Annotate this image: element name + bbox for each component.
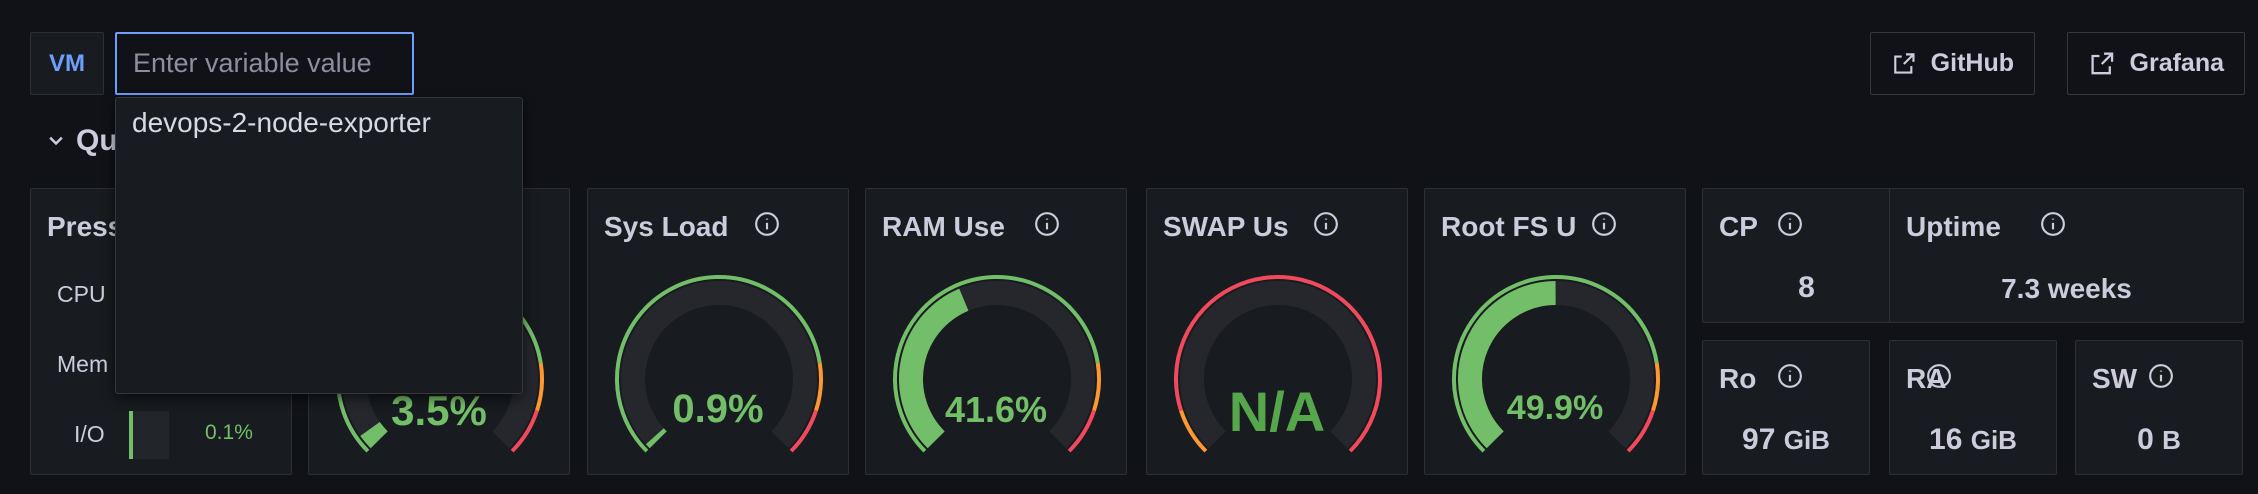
variable-label: VM bbox=[30, 32, 104, 95]
ram-total-value: 16 GiB bbox=[1890, 423, 2056, 457]
variable-dropdown: devops-2-node-exporter bbox=[115, 97, 523, 394]
uptime-panel: Uptime 7.3 weeks bbox=[1889, 188, 2244, 323]
sys-load-gauge bbox=[615, 275, 823, 453]
root-fs-total-panel: Ro 97 GiB bbox=[1702, 340, 1870, 475]
gauge-threshold-red bbox=[789, 409, 818, 453]
gauge-value-arc bbox=[1458, 281, 1556, 449]
value-number: 97 bbox=[1742, 423, 1776, 456]
panel-title: SW bbox=[2092, 363, 2138, 394]
panel-title: Ro bbox=[1719, 363, 1757, 394]
gauge-value-arc bbox=[360, 421, 388, 449]
external-link-icon bbox=[1894, 52, 1915, 74]
external-link-icon bbox=[2091, 52, 2114, 74]
root-fs-panel: Root FS U 49.9% bbox=[1424, 188, 1686, 475]
swap-used-gauge bbox=[1174, 275, 1382, 453]
gauge-threshold-red bbox=[1626, 409, 1655, 453]
pressure-row-label: CPU bbox=[57, 281, 106, 307]
panel-title: Sys Load bbox=[604, 211, 729, 242]
info-icon[interactable] bbox=[1591, 211, 1617, 237]
gauge-threshold-green bbox=[893, 275, 1100, 453]
cpu-cores-panel: CP 8 bbox=[1702, 188, 1911, 323]
sys-load-panel: Sys Load 0.9% bbox=[587, 188, 849, 475]
grafana-link-button[interactable]: Grafana bbox=[2067, 32, 2245, 95]
ram-used-panel: RAM Use 41.6% bbox=[865, 188, 1127, 475]
github-link-button[interactable]: GitHub bbox=[1870, 32, 2035, 95]
info-icon[interactable] bbox=[1926, 363, 1952, 389]
panel-title: CP bbox=[1719, 211, 1758, 242]
swap-total-value: 0 B bbox=[2076, 423, 2242, 457]
info-icon[interactable] bbox=[1313, 211, 1339, 237]
gauge-track bbox=[621, 281, 817, 449]
gauge-threshold-green bbox=[1452, 275, 1659, 453]
panel-title: Press bbox=[47, 211, 124, 242]
panel-title: Uptime bbox=[1906, 211, 2001, 242]
gauge-threshold-green bbox=[615, 275, 822, 453]
pressure-row-label: I/O bbox=[74, 421, 105, 447]
swap-used-panel: SWAP Us N/A bbox=[1146, 188, 1408, 475]
grafana-link-label: Grafana bbox=[2129, 49, 2224, 77]
chevron-down-icon bbox=[49, 136, 63, 146]
value-unit: B bbox=[2162, 425, 2181, 455]
gauge-threshold-orange bbox=[1179, 409, 1208, 453]
cpu-cores-value: 8 bbox=[1798, 271, 1815, 304]
row-title: Qu bbox=[76, 124, 118, 157]
swap-total-panel: SW 0 B bbox=[2075, 340, 2243, 475]
ram-used-gauge bbox=[893, 275, 1101, 453]
pressure-value: 0.1% bbox=[205, 421, 253, 444]
root-fs-value: 49.9% bbox=[1506, 389, 1604, 427]
gauge-threshold-orange bbox=[1651, 362, 1660, 412]
panel-title: SWAP Us bbox=[1163, 211, 1289, 242]
uptime-value: 7.3 weeks bbox=[2001, 273, 2132, 304]
variable-input[interactable] bbox=[115, 32, 414, 95]
root-fs-total-value: 97 GiB bbox=[1703, 423, 1869, 457]
panel-title: Root FS U bbox=[1441, 211, 1577, 242]
value-number: 0 bbox=[2137, 423, 2154, 456]
gauge-threshold-red bbox=[1067, 409, 1096, 453]
info-icon[interactable] bbox=[1034, 211, 1060, 237]
info-icon[interactable] bbox=[2040, 211, 2066, 237]
info-icon[interactable] bbox=[1777, 211, 1803, 237]
gauge-threshold-orange bbox=[814, 362, 823, 412]
gauge-value-arc bbox=[645, 428, 667, 449]
ram-used-value: 41.6% bbox=[944, 389, 1048, 430]
value-unit: GiB bbox=[1783, 425, 1830, 455]
cpu-busy-value: 3.5% bbox=[391, 387, 487, 434]
info-icon[interactable] bbox=[754, 211, 780, 237]
github-link-label: GitHub bbox=[1930, 49, 2014, 77]
pressure-row-label: Mem bbox=[57, 351, 109, 377]
value-unit: GiB bbox=[1970, 425, 2017, 455]
dropdown-option[interactable]: devops-2-node-exporter bbox=[132, 107, 431, 138]
swap-used-value: N/A bbox=[1228, 380, 1326, 443]
row-header[interactable]: Qu bbox=[46, 124, 118, 158]
info-icon[interactable] bbox=[1777, 363, 1803, 389]
pressure-bar-fill bbox=[129, 411, 133, 459]
info-icon[interactable] bbox=[2148, 363, 2174, 389]
panel-title: RAM Use bbox=[882, 211, 1005, 242]
sys-load-value: 0.9% bbox=[672, 387, 764, 431]
pressure-bar-track bbox=[129, 411, 169, 459]
gauge-threshold-red bbox=[1174, 275, 1382, 453]
ram-total-panel: RA 16 GiB bbox=[1889, 340, 2057, 475]
gauge-threshold-orange bbox=[1092, 362, 1101, 412]
gauge-threshold-orange bbox=[535, 362, 544, 412]
root-fs-gauge bbox=[1452, 275, 1660, 453]
value-number: 16 bbox=[1929, 423, 1963, 456]
gauge-value-arc bbox=[899, 288, 969, 449]
gauge-track bbox=[1180, 281, 1376, 449]
gauge-threshold-red bbox=[510, 409, 539, 453]
